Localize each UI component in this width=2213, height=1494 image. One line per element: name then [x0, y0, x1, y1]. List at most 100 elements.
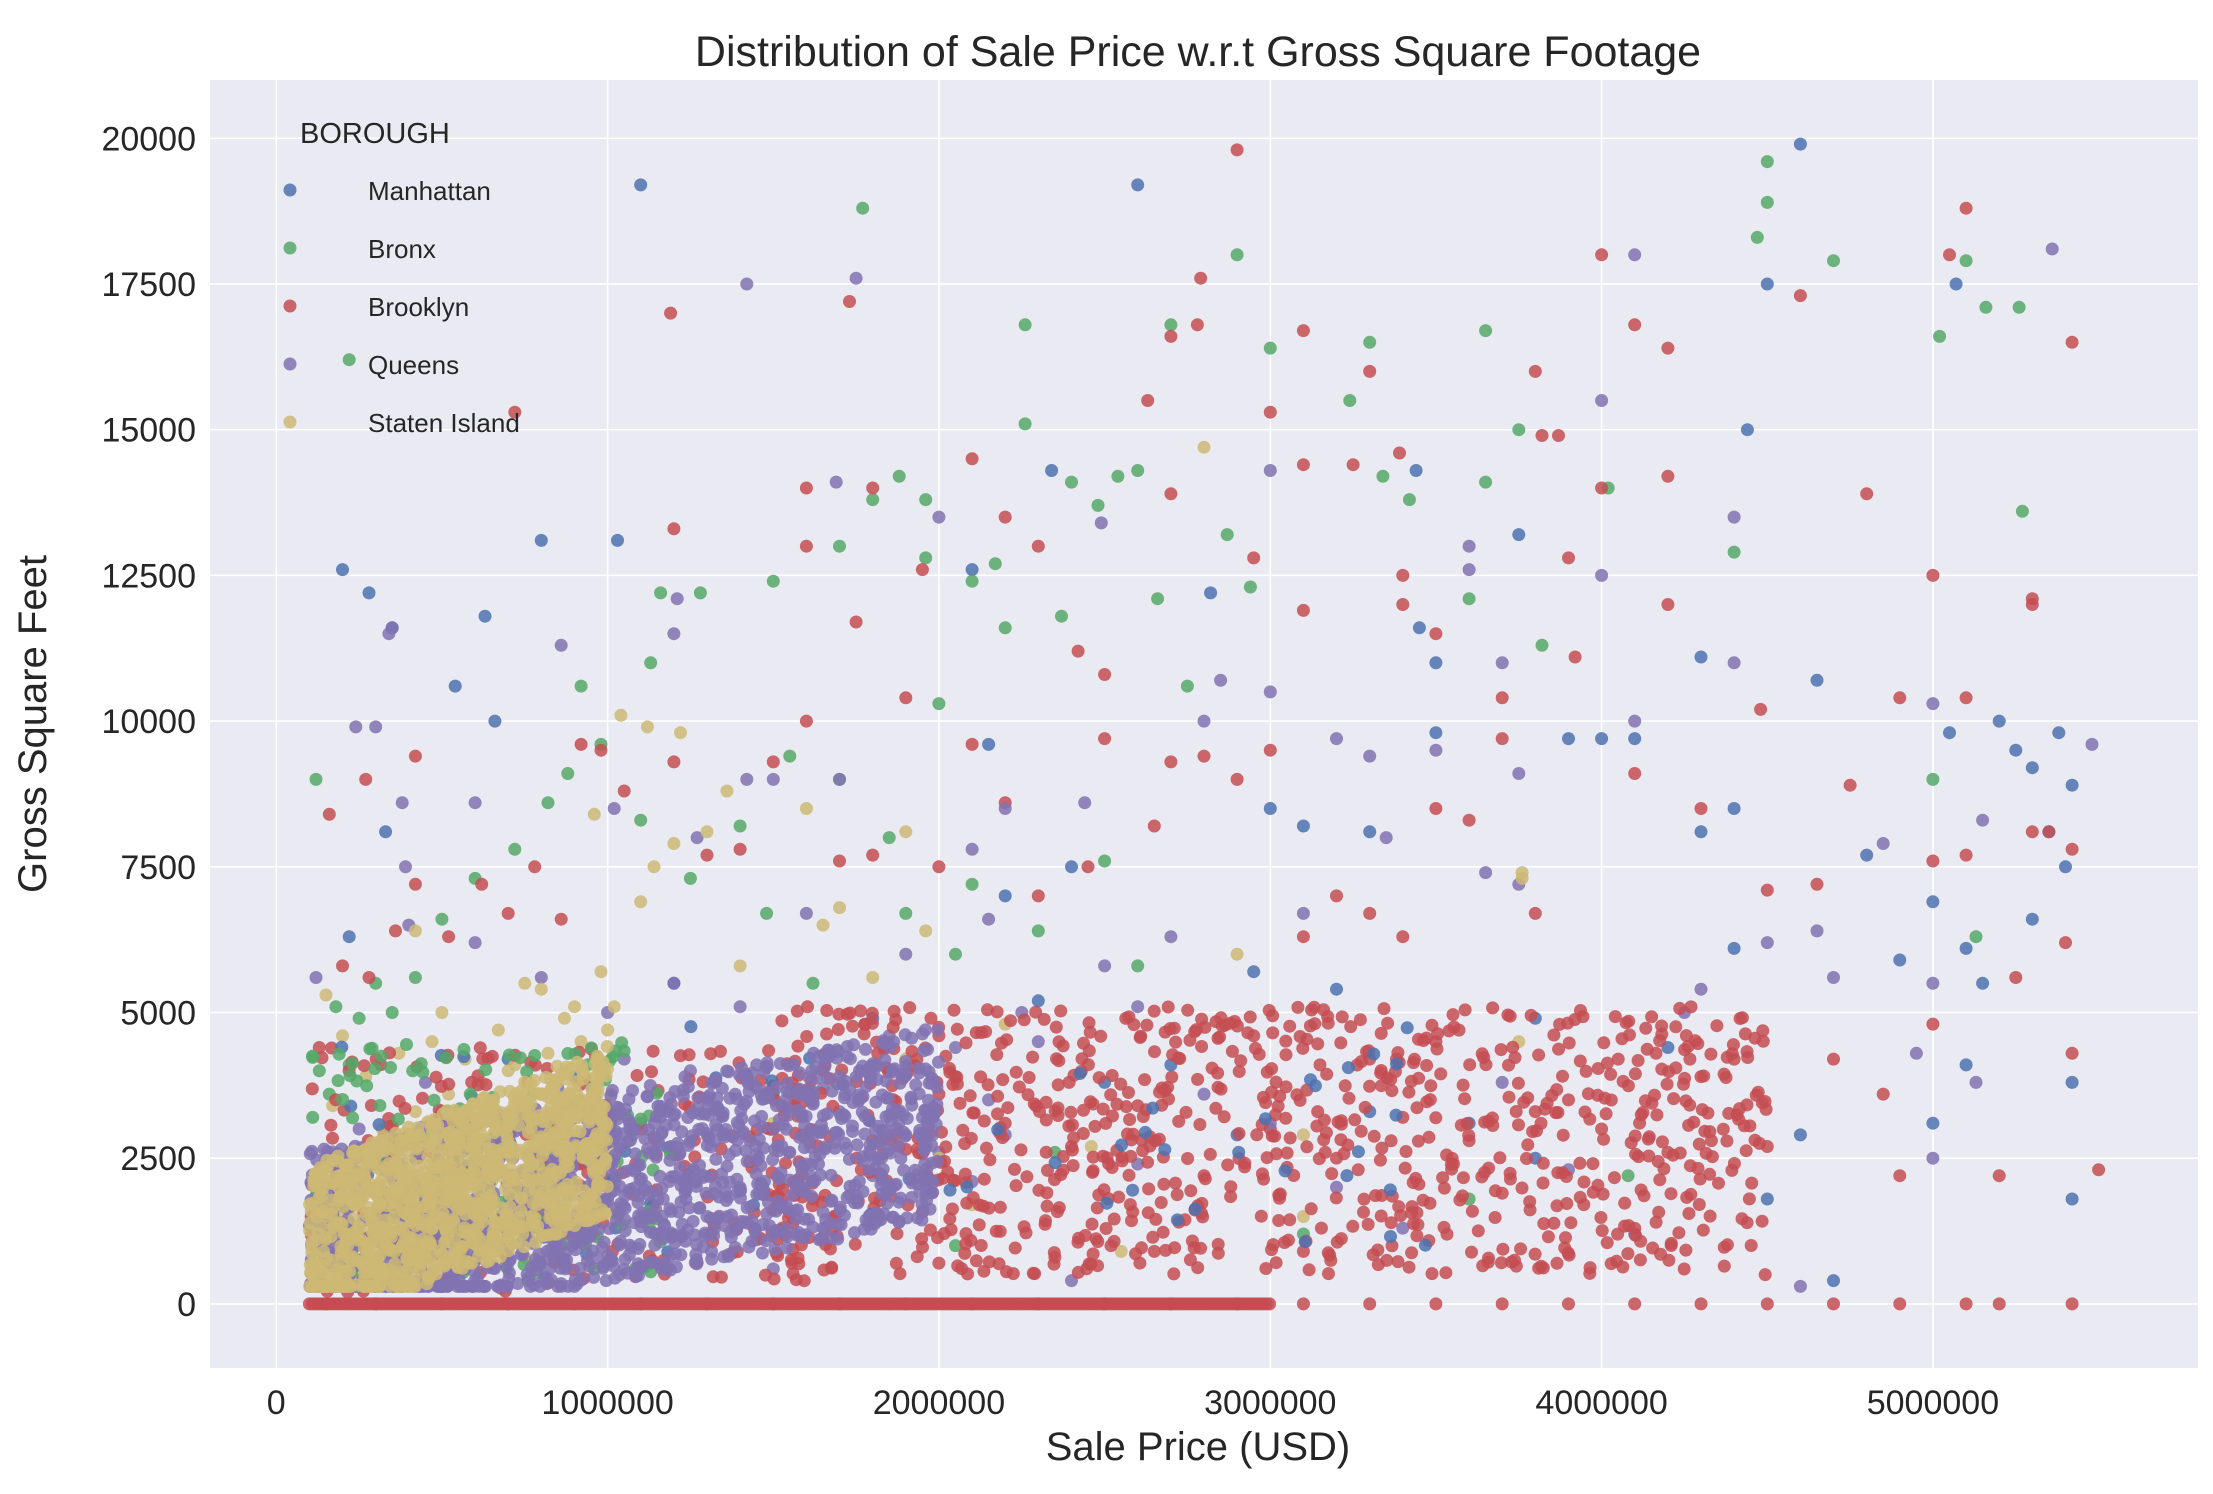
brooklyn-point [1367, 1129, 1381, 1143]
brooklyn-point [1314, 1221, 1328, 1235]
brooklyn-point [1642, 1149, 1656, 1163]
queens-point [818, 1061, 831, 1074]
bronx-point [1065, 475, 1078, 489]
brooklyn-point [1088, 1119, 1102, 1133]
queens-point [706, 1075, 720, 1089]
staten-island-point [591, 1176, 605, 1189]
brooklyn-point [1165, 1070, 1179, 1084]
brooklyn-point [1482, 1114, 1496, 1128]
brooklyn-point [1146, 1230, 1160, 1244]
brooklyn-point [1334, 1133, 1348, 1147]
staten-island-point [408, 1105, 422, 1119]
brooklyn-point [993, 1200, 1007, 1214]
queens-point [792, 1130, 806, 1144]
staten-island-point [319, 1230, 333, 1244]
bronx-point [1926, 772, 1940, 786]
brooklyn-point [1391, 1046, 1405, 1060]
brooklyn-point [1528, 1247, 1542, 1261]
brooklyn-point [667, 522, 681, 536]
staten-island-point [489, 1216, 503, 1230]
brooklyn-point [832, 1007, 846, 1021]
brooklyn-point [2065, 1297, 2079, 1311]
brooklyn-point [1330, 889, 1343, 903]
brooklyn-point [1456, 1189, 1469, 1203]
staten-island-point [316, 1162, 330, 1176]
staten-island-point [325, 1193, 339, 1207]
brooklyn-point [1422, 1130, 1436, 1144]
brooklyn-point [408, 749, 422, 763]
brooklyn-point [554, 912, 568, 926]
queens-point [709, 1152, 723, 1166]
brooklyn-point [1077, 1103, 1090, 1117]
queens-point [655, 1181, 669, 1195]
manhattan-point [1278, 1164, 1292, 1178]
bronx-point [1969, 930, 1983, 944]
brooklyn-point [1398, 1161, 1412, 1175]
brooklyn-point [1893, 691, 1907, 705]
bronx-point [1727, 545, 1741, 559]
queens-point [1495, 1075, 1509, 1089]
queens-point [613, 1138, 627, 1152]
brooklyn-point [645, 1065, 658, 1079]
staten-island-point [833, 901, 846, 915]
brooklyn-point [1475, 1047, 1489, 1061]
brooklyn-point [1354, 1055, 1368, 1068]
brooklyn-point [1754, 702, 1768, 716]
queens-point [892, 1195, 906, 1209]
brooklyn-point [799, 481, 813, 495]
bronx-point [352, 1011, 366, 1025]
brooklyn-point [1550, 1256, 1564, 1270]
brooklyn-point [1254, 1209, 1268, 1223]
brooklyn-point [916, 1240, 929, 1254]
brooklyn-point [1556, 1069, 1569, 1083]
queens-point [918, 1157, 932, 1171]
brooklyn-point [1608, 1010, 1622, 1024]
staten-island-point [515, 1084, 528, 1098]
brooklyn-point [1198, 1020, 1212, 1034]
brooklyn-point [1595, 248, 1609, 262]
staten-island-point [382, 1242, 396, 1256]
brooklyn-point [1619, 1016, 1633, 1030]
manhattan-point [1976, 976, 1990, 990]
queens-point [669, 1260, 683, 1274]
brooklyn-point [1573, 1156, 1587, 1170]
brooklyn-point [1138, 1073, 1152, 1087]
brooklyn-point [1559, 1170, 1573, 1183]
brooklyn-point [1532, 1261, 1546, 1275]
bronx-point [309, 772, 323, 786]
queens-point [620, 1266, 634, 1280]
brooklyn-point [1424, 1079, 1438, 1093]
brooklyn-point [1037, 1012, 1051, 1026]
queens-point [1462, 539, 1476, 553]
manhattan-point [336, 563, 349, 577]
brooklyn-point [2092, 1163, 2106, 1177]
brooklyn-point [1110, 1097, 1124, 1111]
staten-island-point [585, 1088, 599, 1102]
brooklyn-point [1429, 627, 1443, 641]
staten-island-point [482, 1181, 496, 1195]
manhattan-point [2059, 860, 2072, 874]
bronx-point [1151, 592, 1165, 606]
queens-point [668, 1236, 682, 1250]
brooklyn-point [1296, 1244, 1310, 1258]
queens-point [500, 1279, 514, 1293]
queens-point [675, 1125, 689, 1139]
staten-island-point [526, 1196, 540, 1210]
brooklyn-point [976, 1199, 990, 1213]
brooklyn-point [1225, 1044, 1239, 1058]
queens-point [881, 1091, 895, 1105]
queens-point [760, 1056, 774, 1070]
brooklyn-point [1097, 1183, 1111, 1197]
staten-island-point [556, 1067, 570, 1081]
queens-point [849, 271, 863, 285]
brooklyn-point [1649, 1215, 1663, 1229]
staten-island-point [407, 1259, 421, 1273]
staten-island-point [463, 1123, 477, 1137]
queens-point [715, 1081, 729, 1095]
manhattan-point [1131, 178, 1145, 192]
staten-island-point [522, 1126, 535, 1140]
queens-point [803, 1170, 817, 1183]
staten-island-point [352, 1219, 366, 1233]
brooklyn-point [1195, 1040, 1209, 1053]
queens-point [642, 1123, 656, 1137]
